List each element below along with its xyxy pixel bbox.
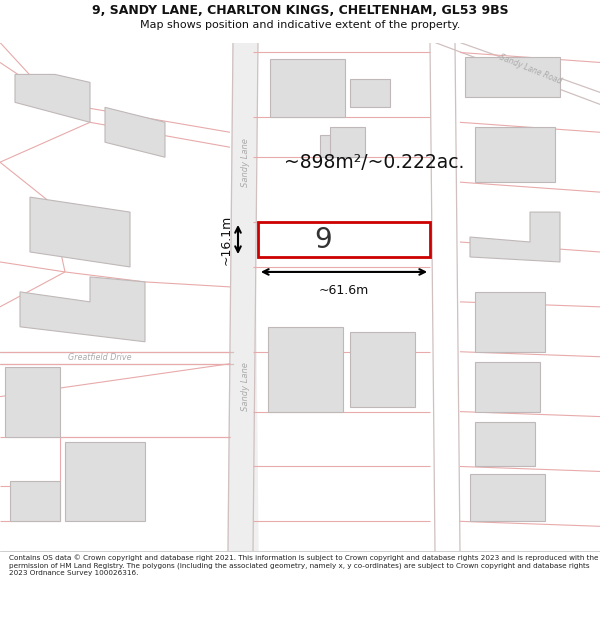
Polygon shape bbox=[470, 212, 560, 262]
Bar bbox=[65, 441, 145, 521]
Text: ~61.6m: ~61.6m bbox=[319, 284, 369, 297]
Bar bbox=[475, 362, 540, 412]
Text: Map shows position and indicative extent of the property.: Map shows position and indicative extent… bbox=[140, 20, 460, 30]
Polygon shape bbox=[228, 42, 258, 551]
Bar bbox=[5, 367, 60, 436]
Bar bbox=[268, 327, 343, 412]
Text: ~16.1m: ~16.1m bbox=[220, 214, 233, 264]
Bar bbox=[10, 481, 60, 521]
Bar bbox=[475, 292, 545, 352]
Text: Contains OS data © Crown copyright and database right 2021. This information is : Contains OS data © Crown copyright and d… bbox=[9, 554, 599, 576]
Polygon shape bbox=[20, 277, 145, 342]
Text: Sandy Lane: Sandy Lane bbox=[241, 138, 250, 187]
Bar bbox=[350, 332, 415, 407]
Bar bbox=[330, 127, 365, 158]
Text: 9: 9 bbox=[314, 226, 332, 254]
Bar bbox=[270, 59, 345, 118]
Text: Greatfield Drive: Greatfield Drive bbox=[68, 353, 132, 362]
Bar bbox=[258, 222, 430, 257]
Text: Sandy Lane Road: Sandy Lane Road bbox=[497, 53, 562, 86]
Bar bbox=[470, 474, 545, 521]
Polygon shape bbox=[228, 42, 258, 551]
Bar bbox=[465, 58, 560, 98]
Text: 9, SANDY LANE, CHARLTON KINGS, CHELTENHAM, GL53 9BS: 9, SANDY LANE, CHARLTON KINGS, CHELTENHA… bbox=[92, 4, 508, 18]
Polygon shape bbox=[15, 74, 90, 122]
Bar bbox=[320, 135, 360, 158]
Polygon shape bbox=[105, 107, 165, 158]
Bar bbox=[475, 127, 555, 182]
Polygon shape bbox=[30, 197, 130, 267]
Text: Sandy Lane: Sandy Lane bbox=[241, 362, 250, 411]
Bar bbox=[350, 79, 390, 107]
Text: ~898m²/~0.222ac.: ~898m²/~0.222ac. bbox=[284, 152, 464, 172]
Bar bbox=[475, 422, 535, 466]
